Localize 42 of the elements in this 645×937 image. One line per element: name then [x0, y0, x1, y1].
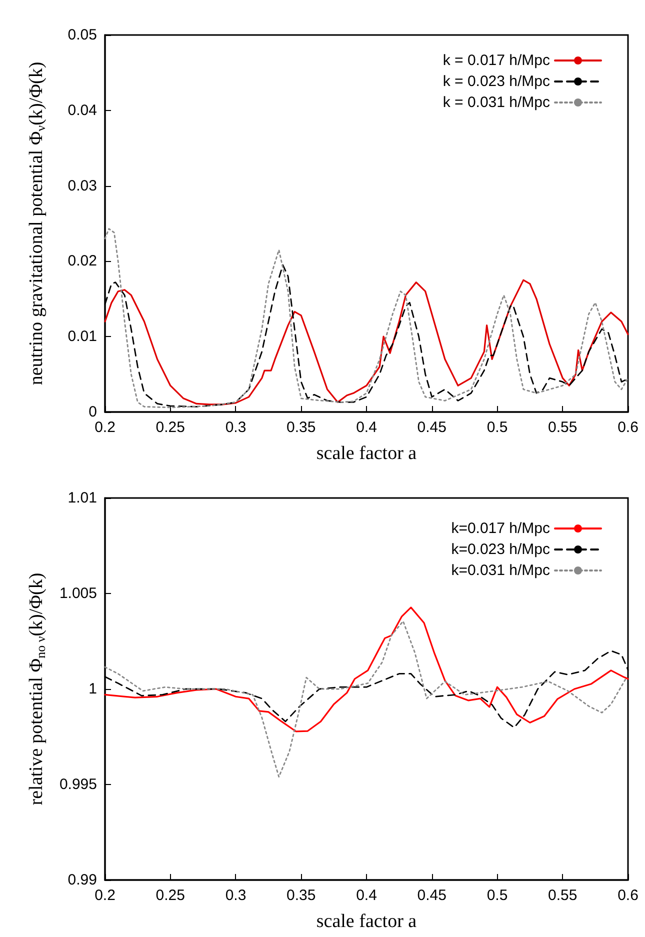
x-tick-label: 0.3 [225, 419, 246, 436]
x-tick-label: 0.35 [286, 887, 316, 904]
x-tick-label: 0.6 [618, 419, 638, 436]
legend-label: k=0.031 h/Mpc [451, 562, 550, 579]
x-tick-label: 0.3 [225, 887, 246, 904]
y-tick-label: 0 [88, 404, 97, 420]
y-tick-label: 0.03 [68, 177, 97, 194]
line-series [104, 606, 629, 732]
x-tick-label: 0.5 [486, 419, 508, 436]
x-tick-label: 0.4 [356, 419, 377, 436]
x-tick-label: 0.45 [417, 419, 446, 436]
y-tick-label: 0.02 [68, 252, 97, 270]
x-tick-label: 0.25 [156, 419, 185, 436]
x-axis-title: scale factor a [316, 443, 418, 464]
x-tick-label: 0.5 [486, 887, 508, 904]
legend-label: k=0.023 h/Mpc [451, 541, 550, 558]
legend-label: k = 0.031 h/Mpc [442, 94, 550, 111]
y-tick-label: 0.04 [68, 102, 97, 119]
y-tick-label: 1.005 [59, 585, 97, 602]
line-series [104, 228, 629, 408]
y-axis-title: neutrino gravitational potential Φν(k)/Φ(k) [26, 62, 48, 386]
x-tick-label: 0.25 [156, 887, 185, 904]
y-tick-label: 1.01 [68, 490, 97, 506]
x-tick-label: 0.4 [356, 887, 377, 904]
x-tick-label: 0.2 [94, 419, 116, 436]
y-tick-label: 0.01 [68, 328, 97, 346]
y-tick-label: 0.99 [68, 872, 97, 888]
x-tick-label: 0.55 [548, 419, 578, 436]
y-tick-label: 0.995 [59, 776, 97, 793]
x-tick-label: 0.6 [618, 887, 638, 904]
y-tick-label: 0.05 [68, 26, 97, 44]
y-axis-title: relative potential Φno ν(k)/Φ(k) [26, 572, 48, 806]
legend-label: k=0.017 h/Mpc [451, 520, 550, 537]
line-series [104, 620, 629, 778]
x-tick-label: 0.55 [548, 887, 578, 904]
legend-label: k = 0.023 h/Mpc [442, 73, 550, 90]
x-tick-label: 0.45 [417, 887, 446, 904]
legend-label: k = 0.017 h/Mpc [442, 52, 550, 69]
x-tick-label: 0.35 [286, 419, 316, 436]
x-tick-label: 0.2 [94, 887, 116, 904]
y-tick-label: 1 [88, 680, 97, 698]
x-axis-title: scale factor a [316, 911, 418, 932]
